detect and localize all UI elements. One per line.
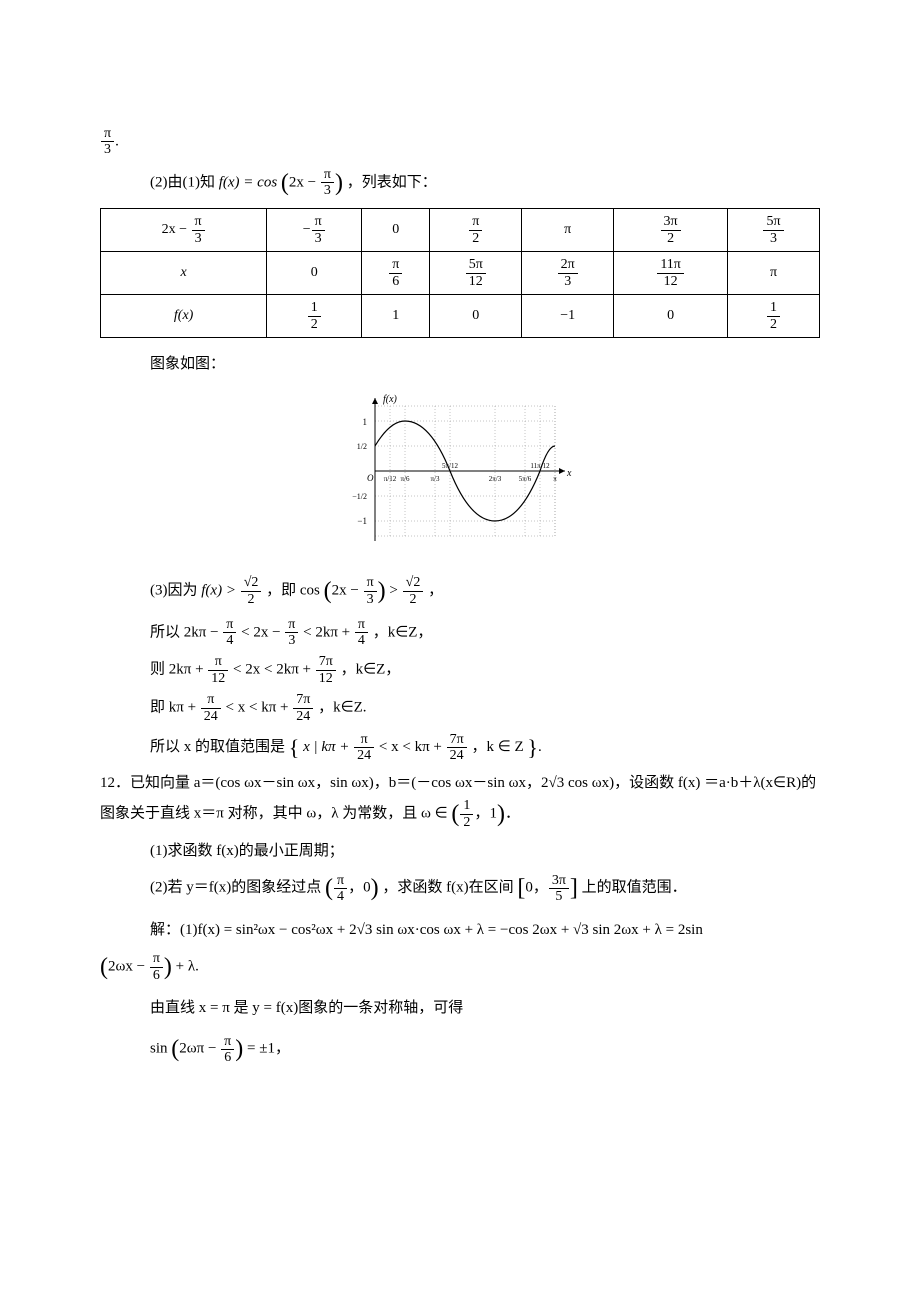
part3-line2: 所以 2kπ − π4 < 2x − π3 < 2kπ + π4 ，k∈Z，	[100, 617, 820, 649]
table-cell: 0	[614, 295, 728, 338]
svg-text:1/2: 1/2	[357, 442, 367, 451]
svg-text:π/6: π/6	[401, 475, 410, 483]
svg-text:x: x	[566, 468, 572, 479]
problem-12-statement: 12．已知向量 a＝(cos ωx－sin ωx，sin ωx)，b＝(－cos…	[100, 771, 820, 833]
table-cell: π6	[362, 252, 430, 295]
table-cell: π	[522, 209, 614, 252]
svg-text:π/12: π/12	[384, 475, 397, 483]
solution-line2: 由直线 x = π 是 y = f(x)图象的一条对称轴，可得	[100, 996, 820, 1020]
table-cell: 2π3	[522, 252, 614, 295]
table-cell: 0	[267, 252, 362, 295]
table-cell: 3π2	[614, 209, 728, 252]
table-cell: −1	[522, 295, 614, 338]
table-cell: f(x)	[101, 295, 267, 338]
table-cell: 11π12	[614, 252, 728, 295]
table-cell: 5π3	[728, 209, 820, 252]
solution-line3: sin (2ωπ − π6) = ±1，	[100, 1030, 820, 1068]
svg-text:−1: −1	[357, 516, 367, 526]
part3-line4: 即 kπ + π24 < x < kπ + 7π24 ，k∈Z.	[100, 692, 820, 724]
svg-text:π/3: π/3	[431, 475, 440, 483]
svg-text:11π/12: 11π/12	[530, 462, 550, 470]
table-cell: 12	[728, 295, 820, 338]
table-cell: −π3	[267, 209, 362, 252]
table-cell: 12	[267, 295, 362, 338]
table-cell: 0	[362, 209, 430, 252]
part3-line3: 则 2kπ + π12 < 2x < 2kπ + 7π12 ，k∈Z，	[100, 654, 820, 686]
table-cell: 1	[362, 295, 430, 338]
svg-text:5π/12: 5π/12	[442, 462, 458, 470]
svg-text:−1/2: −1/2	[352, 492, 367, 501]
value-table: 2x − π3−π30π2π3π25π3x0π65π122π311π12πf(x…	[100, 208, 820, 338]
leading-fraction: π3.	[100, 126, 820, 158]
table-cell: π	[728, 252, 820, 295]
part3-line5: 所以 x 的取值范围是 { x | kπ + π24 < x < kπ + 7π…	[100, 730, 820, 765]
svg-text:1: 1	[363, 417, 368, 427]
solution-line1b: (2ωx − π6) + λ.	[100, 948, 820, 986]
part3-line1: (3)因为 f(x) > √22 ，即 cos (2x − π3) > √22 …	[100, 572, 820, 610]
part2-intro: (2)由(1)知 f(x) = cos (2x − π3) ，列表如下：	[100, 164, 820, 202]
cosine-graph: f(x) x O 1 1/2 −1/2 −1 π/12 π/6 π/3 5π/1…	[345, 386, 575, 556]
table-cell: π2	[430, 209, 522, 252]
svg-text:π: π	[553, 475, 557, 483]
table-cell: 2x − π3	[101, 209, 267, 252]
table-cell: x	[101, 252, 267, 295]
svg-text:2π/3: 2π/3	[489, 475, 502, 483]
q2: (2)若 y＝f(x)的图象经过点 (π4，0) ，求函数 f(x)在区间 [0…	[100, 869, 820, 907]
svg-text:f(x): f(x)	[383, 394, 398, 405]
solution-line1: 解：(1)f(x) = sin²ωx − cos²ωx + 2√3 sin ωx…	[100, 918, 820, 942]
graph-label: 图象如图：	[100, 352, 820, 376]
svg-text:5π/6: 5π/6	[519, 475, 532, 483]
table-cell: 0	[430, 295, 522, 338]
svg-text:O: O	[367, 473, 374, 483]
q1: (1)求函数 f(x)的最小正周期；	[100, 839, 820, 863]
table-cell: 5π12	[430, 252, 522, 295]
